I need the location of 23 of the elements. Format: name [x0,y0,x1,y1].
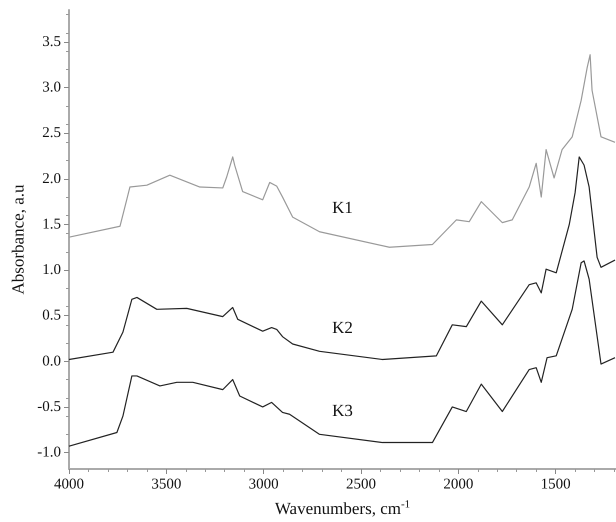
x-tick-label: 2500 [346,476,376,492]
y-tick-label: 0.0 [42,353,61,370]
y-tick-label: 3.5 [42,34,61,50]
y-tick-label: -1.0 [37,444,61,461]
series-label: K3 [332,400,353,420]
series-label: K2 [332,318,353,337]
y-tick-label: 1.0 [42,262,61,278]
line-series [68,156,616,360]
y-tick-label: 2.5 [42,125,61,142]
y-tick-label: 3.0 [42,80,61,96]
y-tick-label: 0.5 [42,308,61,324]
y-tick-label: 2.0 [42,170,61,187]
y-tick-label: 1.5 [42,216,61,232]
x-tick-label: 3500 [151,476,182,492]
x-tick-label: 3000 [248,476,279,492]
x-tick-label: 1500 [540,476,571,492]
line-series [68,260,616,447]
x-tick-label: 2000 [443,476,474,492]
x-tick-label: 4000 [54,476,84,492]
y-axis-title: Absorbance, a.u [8,184,28,294]
series-label: K1 [332,198,353,218]
line-series [68,54,616,248]
y-tick-label: -0.5 [37,398,61,415]
